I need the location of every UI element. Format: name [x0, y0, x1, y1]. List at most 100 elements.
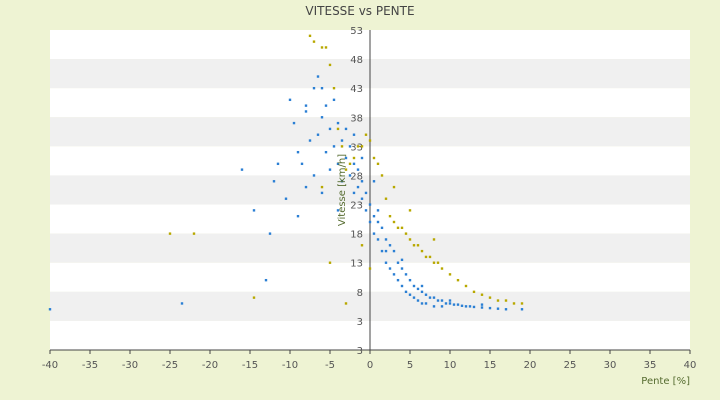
x-tick-label: -35: [82, 360, 98, 371]
x-tick-label: 35: [644, 360, 657, 371]
x-tick-label: 40: [684, 360, 697, 371]
data-point-blue: [424, 293, 428, 296]
y-tick-label: 8: [357, 288, 363, 299]
data-point-blue: [320, 191, 324, 195]
data-point-blue: [412, 284, 416, 288]
data-point-blue: [352, 191, 356, 195]
y-tick-label: 28: [350, 171, 363, 182]
data-point-yellow: [440, 267, 444, 270]
x-tick-label: 20: [524, 360, 537, 371]
x-tick-label: -15: [242, 360, 258, 371]
data-point-yellow: [352, 156, 356, 160]
data-point-blue: [336, 162, 340, 166]
data-point-blue: [436, 299, 440, 302]
data-point-yellow: [392, 185, 396, 189]
data-point-blue: [440, 299, 444, 302]
data-point-blue: [388, 244, 392, 247]
data-point-yellow: [192, 232, 196, 235]
data-point-blue: [344, 156, 348, 160]
data-point-blue: [372, 232, 376, 235]
data-point-yellow: [372, 156, 376, 160]
data-point-blue: [320, 86, 324, 90]
data-point-blue: [372, 180, 376, 183]
y-tick-label: 18: [350, 230, 363, 241]
y-tick-label: 3: [357, 317, 363, 328]
data-point-yellow: [400, 226, 404, 230]
data-point-blue: [380, 226, 384, 230]
data-point-yellow: [472, 290, 476, 294]
data-point-blue: [384, 249, 388, 253]
data-point-yellow: [520, 302, 524, 305]
x-tick-label: -25: [162, 360, 178, 371]
chart-title: VITESSE vs PENTE: [305, 4, 414, 18]
data-point-blue: [316, 75, 320, 78]
data-point-blue: [332, 145, 336, 148]
data-point-yellow: [432, 261, 436, 264]
x-tick-label: -10: [282, 360, 298, 371]
data-point-blue: [300, 162, 304, 166]
data-point-blue: [504, 308, 508, 311]
data-point-blue: [472, 305, 476, 309]
data-point-blue: [284, 197, 288, 200]
data-point-blue: [388, 267, 392, 270]
points: [48, 34, 524, 311]
data-point-blue: [360, 180, 364, 183]
x-ticks: -40 -35 -30 -25 -20 -15 -10 -5 0 5 10 15 20 25 30 35 40: [42, 350, 697, 371]
data-point-blue: [296, 150, 300, 154]
x-tick-label: 15: [484, 360, 497, 371]
data-point-yellow: [324, 46, 328, 49]
y-axis-label: Vitesse [km/h]: [337, 154, 348, 226]
data-point-blue: [520, 308, 524, 311]
data-point-blue: [420, 290, 424, 294]
data-point-yellow: [380, 174, 384, 177]
data-point-blue: [340, 180, 344, 183]
x-tick-label: 10: [444, 360, 457, 371]
data-point-yellow: [368, 267, 372, 270]
data-point-blue: [292, 121, 296, 125]
data-point-yellow: [420, 249, 424, 253]
data-point-blue: [324, 150, 328, 154]
data-point-yellow: [408, 209, 412, 212]
data-point-blue: [304, 110, 308, 113]
data-point-blue: [268, 232, 272, 235]
data-point-blue: [360, 156, 364, 160]
data-point-blue: [328, 127, 332, 131]
y-tick-label: 38: [350, 113, 363, 124]
data-point-blue: [320, 116, 324, 119]
data-point-yellow: [412, 244, 416, 247]
data-point-blue: [332, 98, 336, 102]
data-point-yellow: [392, 220, 396, 224]
data-point-blue: [460, 304, 464, 307]
data-point-blue: [240, 168, 244, 171]
data-point-blue: [372, 214, 376, 218]
data-point-blue: [304, 185, 308, 189]
data-point-yellow: [432, 238, 436, 241]
data-point-blue: [360, 197, 364, 200]
y-tick-label: 43: [350, 84, 363, 95]
data-point-yellow: [328, 261, 332, 264]
data-point-blue: [408, 293, 412, 296]
data-point-blue: [376, 209, 380, 212]
data-point-blue: [456, 303, 460, 306]
x-axis-label: Pente [%]: [641, 376, 690, 387]
data-point-blue: [352, 133, 356, 136]
data-point-yellow: [368, 139, 372, 142]
data-point-blue: [384, 238, 388, 241]
data-point-yellow: [344, 168, 348, 171]
data-point-yellow: [360, 145, 364, 148]
data-point-blue: [392, 273, 396, 276]
data-point-blue: [376, 220, 380, 224]
y-tick-label: 48: [350, 55, 363, 66]
data-point-blue: [396, 278, 400, 282]
data-point-blue: [376, 238, 380, 241]
y-tick-label: 33: [350, 142, 363, 153]
data-point-yellow: [448, 273, 452, 276]
y-tick-label: 23: [350, 201, 363, 212]
data-point-yellow: [312, 40, 316, 43]
data-point-yellow: [436, 261, 440, 264]
data-point-blue: [252, 209, 256, 212]
data-point-yellow: [348, 162, 352, 166]
data-point-blue: [420, 284, 424, 288]
